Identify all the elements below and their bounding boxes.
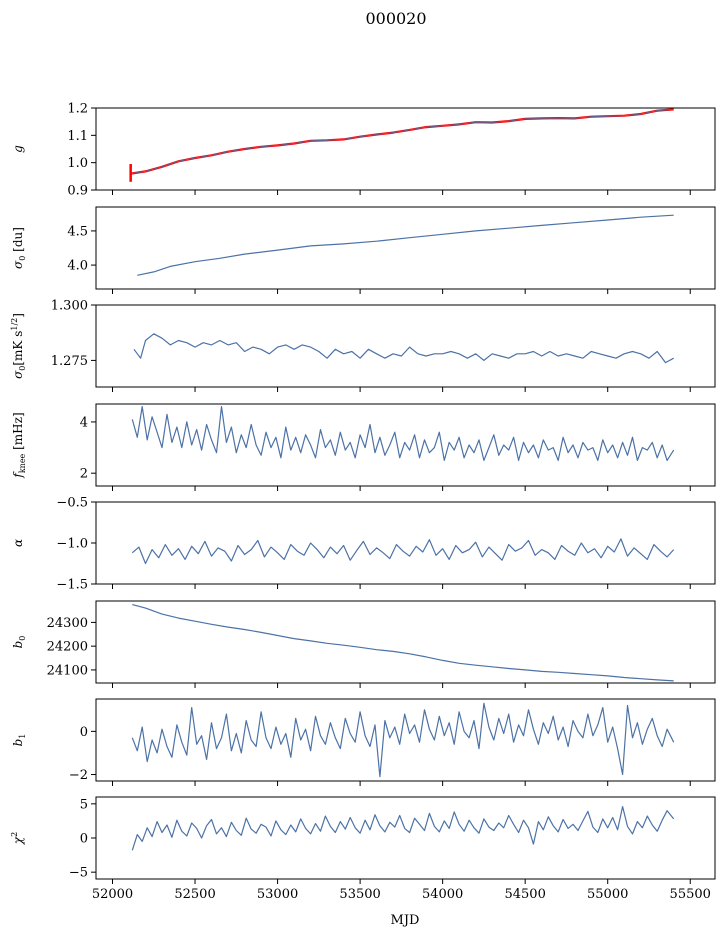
y-tick-label: 1.0	[67, 156, 88, 171]
x-tick-label: 53500	[339, 887, 380, 902]
x-tick-label: 53000	[257, 887, 298, 902]
y-tick-label: 4	[80, 415, 88, 430]
panel-5: −1.5 −1.0 −0.5 α	[11, 496, 716, 593]
axes-frame	[95, 107, 716, 191]
y-tick-label: −5	[69, 866, 88, 881]
y-tick-label: −0.5	[56, 496, 88, 511]
axes-frame	[95, 403, 716, 487]
axes-frame	[95, 206, 716, 290]
y-tick-label: 1.275	[51, 354, 88, 369]
panel-4: 2 4 fknee​ [mHz]	[11, 403, 716, 491]
series-line-1	[131, 702, 675, 778]
series-line-1	[132, 604, 674, 682]
y-tick-label: 24300	[47, 616, 88, 631]
y-tick-label: 4.0	[67, 259, 88, 274]
panel-2: 4.0 4.5 σ0​ [du]	[11, 206, 716, 294]
x-tick-label: 52000	[92, 887, 133, 902]
series-line-1	[137, 214, 674, 276]
y-axis-label: g	[11, 145, 25, 153]
y-axis-label: σ0​[mK s1/2​]	[10, 313, 27, 379]
panel-1: 0.9 1.0 1.1 1.2 g	[11, 102, 716, 199]
y-axis-label: χ2​	[10, 832, 25, 845]
y-tick-label: 24100	[47, 663, 88, 678]
y-axis-label: σ0​ [du]	[11, 227, 27, 269]
series-line-underlay	[130, 109, 674, 174]
panels: 0.9 1.0 1.1 1.2 g 4.0 4.5 σ0​ [du] 1.275 1.300 σ0​…	[10, 102, 716, 902]
panel-6: 24100 24200 24300 b0​	[11, 600, 716, 688]
y-tick-label: 2	[80, 467, 88, 482]
figure-title: 000020	[365, 9, 426, 28]
series-line-1	[131, 538, 675, 565]
y-tick-label: −1.5	[56, 578, 88, 593]
y-axis-label: b1​	[11, 734, 27, 747]
y-tick-label: 4.5	[67, 224, 88, 239]
y-tick-label: 0	[80, 832, 88, 847]
y-axis-label: α	[11, 539, 25, 547]
x-tick-label: 54500	[504, 887, 545, 902]
series-line-1	[130, 108, 674, 175]
axes-frame	[95, 600, 716, 684]
y-tick-label: 1.2	[67, 102, 88, 117]
axes-frame	[95, 304, 716, 388]
series-line-1	[131, 406, 675, 461]
axes-frame	[95, 698, 716, 782]
panel-8: −5 0 5 52000 52500 53000 53500 54000 54500 55000 5…	[10, 796, 716, 902]
y-tick-label: −2	[69, 768, 88, 783]
y-tick-label: 24200	[47, 640, 88, 655]
x-tick-label: 55000	[587, 887, 628, 902]
y-tick-label: 0	[80, 725, 88, 740]
x-tick-label: 52500	[174, 887, 215, 902]
y-tick-label: 0.9	[67, 184, 88, 199]
x-tick-label: 54000	[422, 887, 463, 902]
x-tick-label: 55500	[670, 887, 711, 902]
y-axis-label: fknee​ [mHz]	[11, 412, 27, 478]
series-line-1	[131, 805, 675, 851]
series-line-1	[133, 333, 674, 364]
y-tick-label: 1.300	[51, 299, 88, 314]
panel-7: −2 0 b1​	[11, 698, 716, 786]
y-axis-label: b0​	[11, 636, 27, 649]
panel-3: 1.275 1.300 σ0​[mK s1/2​]	[10, 299, 716, 392]
y-tick-label: 1.1	[67, 129, 88, 144]
x-axis-label: MJD	[391, 913, 420, 928]
y-tick-label: 5	[80, 797, 88, 812]
y-tick-label: −1.0	[56, 537, 88, 552]
